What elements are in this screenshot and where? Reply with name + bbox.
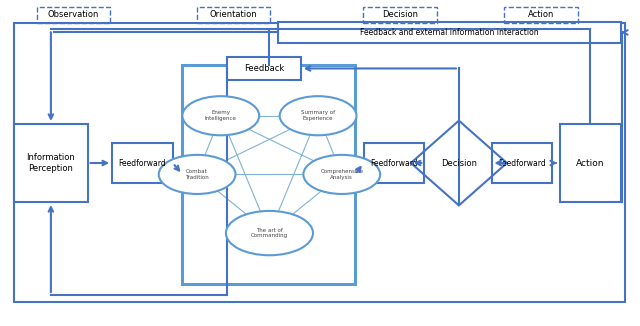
Text: Action: Action bbox=[527, 10, 554, 19]
FancyBboxPatch shape bbox=[492, 143, 552, 183]
FancyBboxPatch shape bbox=[14, 124, 88, 202]
Text: Comprehensive
Analysis: Comprehensive Analysis bbox=[320, 169, 364, 180]
FancyBboxPatch shape bbox=[278, 22, 621, 43]
FancyBboxPatch shape bbox=[227, 57, 301, 80]
Circle shape bbox=[280, 96, 356, 135]
Text: Observation: Observation bbox=[48, 10, 99, 19]
Text: Decision: Decision bbox=[441, 158, 477, 168]
Circle shape bbox=[303, 155, 380, 194]
Circle shape bbox=[226, 211, 313, 255]
Text: Enemy
Intelligence: Enemy Intelligence bbox=[205, 110, 237, 121]
FancyBboxPatch shape bbox=[112, 143, 173, 183]
Text: Orientation: Orientation bbox=[210, 10, 257, 19]
Text: Information
Perception: Information Perception bbox=[26, 153, 76, 173]
Text: Decision: Decision bbox=[382, 10, 418, 19]
FancyBboxPatch shape bbox=[364, 143, 424, 183]
Text: Combat
Tradition: Combat Tradition bbox=[185, 169, 209, 180]
FancyBboxPatch shape bbox=[182, 65, 355, 284]
Text: Feedback and external information interaction: Feedback and external information intera… bbox=[360, 28, 539, 37]
Circle shape bbox=[159, 155, 236, 194]
Text: Feedforward: Feedforward bbox=[118, 158, 166, 168]
Text: Feedforward: Feedforward bbox=[370, 158, 418, 168]
Circle shape bbox=[182, 96, 259, 135]
FancyBboxPatch shape bbox=[14, 23, 625, 302]
Text: Action: Action bbox=[576, 158, 605, 168]
Text: Feedback: Feedback bbox=[244, 64, 284, 73]
Text: The art of
Commanding: The art of Commanding bbox=[251, 228, 288, 239]
Text: Feedforward: Feedforward bbox=[498, 158, 546, 168]
Text: Summary of
Experience: Summary of Experience bbox=[301, 110, 335, 121]
FancyBboxPatch shape bbox=[560, 124, 621, 202]
